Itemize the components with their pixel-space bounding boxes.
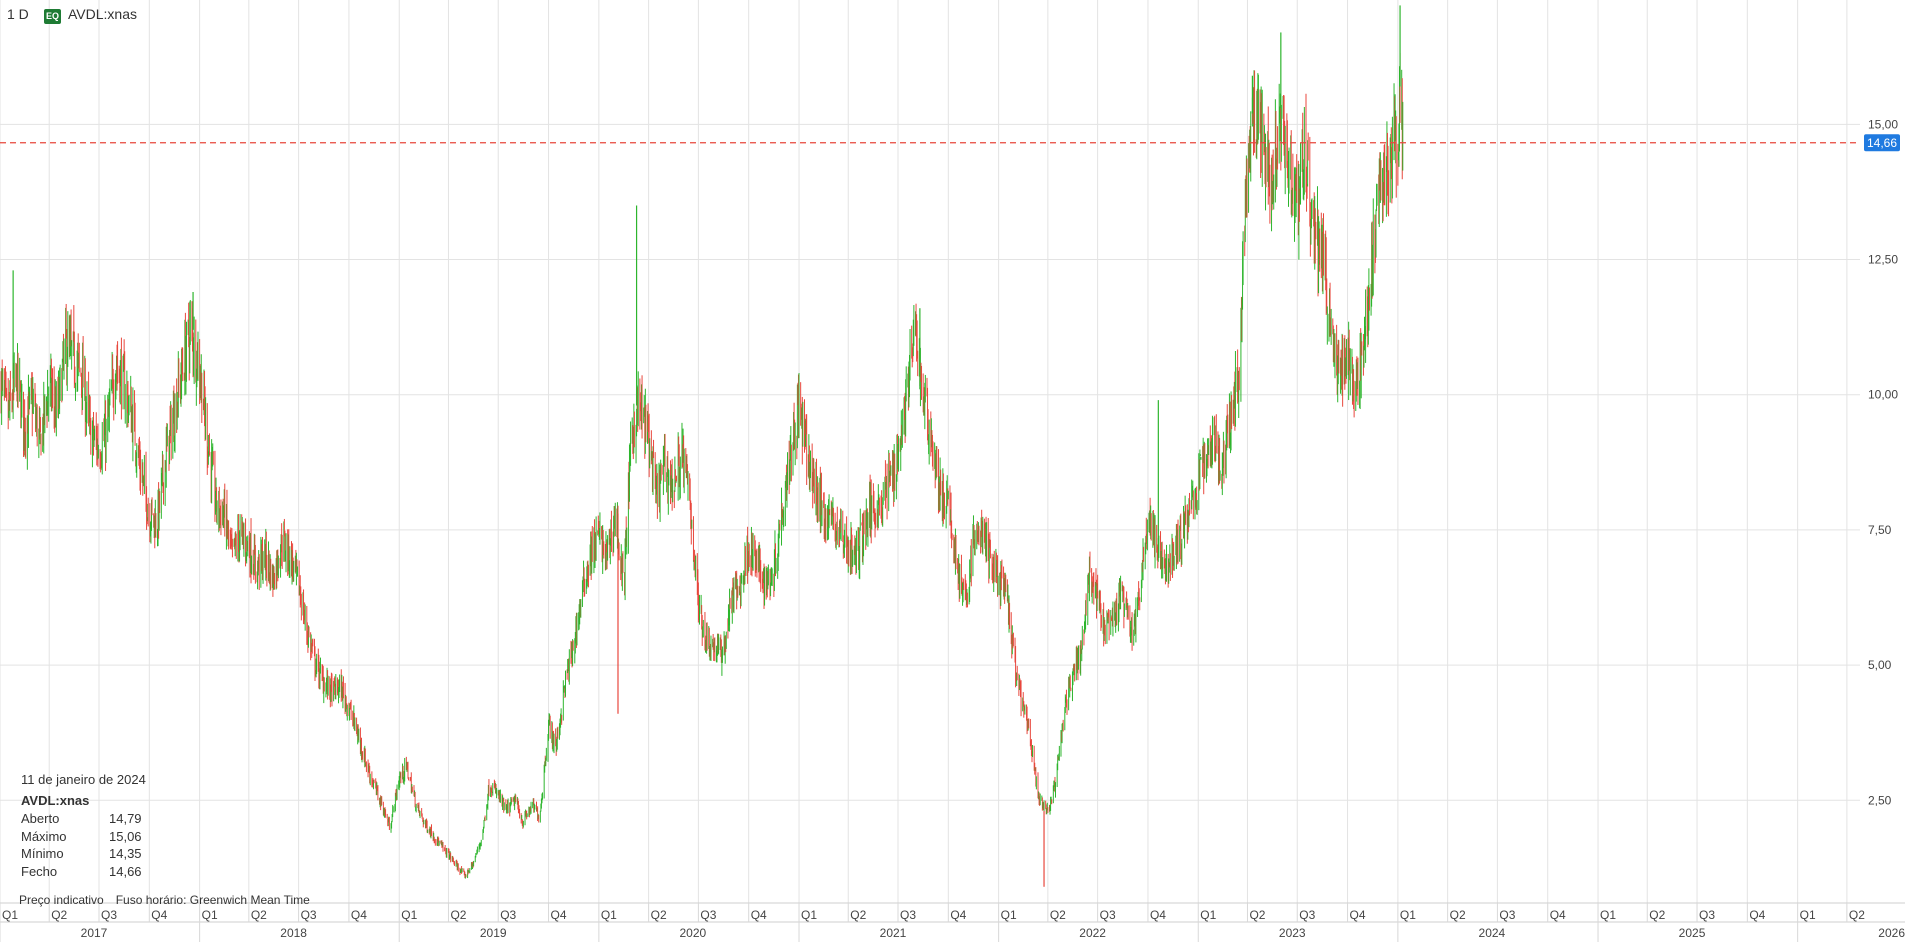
quarter-label: Q3	[1499, 908, 1515, 922]
quarter-label: Q3	[1100, 908, 1116, 922]
quarter-label: Q3	[700, 908, 716, 922]
y-tick-label: 7,50	[1868, 523, 1892, 537]
quarter-label: Q1	[1800, 908, 1816, 922]
quarter-label: Q3	[101, 908, 117, 922]
quarter-label: Q1	[801, 908, 817, 922]
quarter-label: Q1	[1200, 908, 1216, 922]
quarter-label: Q4	[1150, 908, 1166, 922]
quarter-label: Q2	[251, 908, 267, 922]
quarter-label: Q2	[1050, 908, 1066, 922]
last-price-tag: 14,66	[1864, 134, 1900, 152]
quarter-label: Q4	[551, 908, 567, 922]
year-label: 2025	[1679, 926, 1706, 940]
quarter-label: Q1	[601, 908, 617, 922]
quarter-label: Q2	[1849, 908, 1865, 922]
quarter-label: Q1	[1600, 908, 1616, 922]
quarter-label: Q4	[1550, 908, 1566, 922]
info-label: Aberto	[21, 811, 60, 826]
info-date: 11 de janeiro de 2024	[21, 772, 146, 787]
quarter-label: Q4	[751, 908, 767, 922]
y-tick-label: 10,00	[1868, 388, 1898, 402]
y-tick-label: 2,50	[1868, 793, 1892, 807]
info-label: Mínimo	[21, 846, 64, 861]
quarter-label: Q2	[51, 908, 67, 922]
candlestick-series	[0, 5, 1404, 887]
x-axis: Q1 Q2 Q3 Q4 Q1 Q2 Q3 Q4 Q1 Q2 Q3 Q4 Q1 Q2 Q3 Q4 Q1 Q2 Q3 Q4…	[0, 902, 1905, 942]
y-tick-label: 12,50	[1868, 253, 1898, 267]
info-row-close: Fecho 14,66	[21, 863, 161, 881]
quarter-label: Q1	[401, 908, 417, 922]
chart-footnote: Preço indicativo Fuso horário: Greenwich …	[19, 893, 322, 907]
info-value: 14,79	[109, 811, 142, 826]
horizontal-grid	[0, 123, 1860, 801]
quarter-label: Q4	[1350, 908, 1366, 922]
y-tick-label: 15,00	[1868, 117, 1898, 131]
quarter-label: Q4	[351, 908, 367, 922]
info-value: 14,66	[109, 863, 142, 879]
quarter-label: Q3	[1299, 908, 1315, 922]
info-label: Fecho	[21, 863, 58, 879]
year-label: 2020	[680, 926, 707, 940]
year-label: 2026	[1878, 926, 1905, 940]
quarter-label: Q3	[1699, 908, 1715, 922]
quarter-label: Q2	[1450, 908, 1466, 922]
info-value: 14,35	[109, 846, 142, 861]
last-price-tag-box	[1864, 134, 1900, 152]
quarter-label: Q4	[1749, 908, 1765, 922]
info-row-low: Mínimo 14,35	[21, 845, 161, 863]
quarter-label: Q1	[1001, 908, 1017, 922]
info-row-open: Aberto 14,79	[21, 810, 161, 828]
quarter-label: Q3	[900, 908, 916, 922]
equity-badge: EQ	[44, 9, 61, 24]
vertical-grid	[0, 0, 1848, 903]
ohlc-info-panel: 11 de janeiro de 2024 AVDL:xnas Aberto 1…	[21, 771, 161, 880]
y-axis-labels: 2,50 5,00 7,50 10,00 12,50 15,00	[1868, 117, 1898, 807]
indicative-price-note: Preço indicativo	[19, 893, 104, 907]
year-label: 2019	[480, 926, 507, 940]
info-value: 15,06	[109, 828, 142, 844]
quarter-label: Q4	[151, 908, 167, 922]
quarter-label: Q2	[1249, 908, 1265, 922]
info-label: Máximo	[21, 828, 67, 844]
quarter-label: Q1	[1400, 908, 1416, 922]
timezone-note: Fuso horário: Greenwich Mean Time	[115, 893, 310, 907]
interval-selector[interactable]: 1 D	[7, 6, 29, 22]
quarter-label: Q1	[202, 908, 218, 922]
quarter-label: Q2	[1649, 908, 1665, 922]
quarter-label: Q3	[301, 908, 317, 922]
symbol-label[interactable]: AVDL:xnas	[68, 6, 137, 22]
year-label: 2023	[1279, 926, 1306, 940]
quarter-label: Q2	[850, 908, 866, 922]
info-symbol: AVDL:xnas	[21, 792, 90, 808]
info-row-high: Máximo 15,06	[21, 828, 161, 846]
year-label: 2024	[1479, 926, 1506, 940]
quarter-label: Q4	[950, 908, 966, 922]
last-price-tag-label: 14,66	[1867, 136, 1897, 150]
quarter-label: Q2	[651, 908, 667, 922]
quarter-label: Q3	[500, 908, 516, 922]
quarter-label: Q1	[2, 908, 18, 922]
year-label: 2022	[1079, 926, 1106, 940]
year-label: 2017	[81, 926, 108, 940]
year-label: 2021	[880, 926, 907, 940]
year-label: 2018	[280, 926, 307, 940]
quarter-label: Q2	[450, 908, 466, 922]
y-tick-label: 5,00	[1868, 658, 1892, 672]
